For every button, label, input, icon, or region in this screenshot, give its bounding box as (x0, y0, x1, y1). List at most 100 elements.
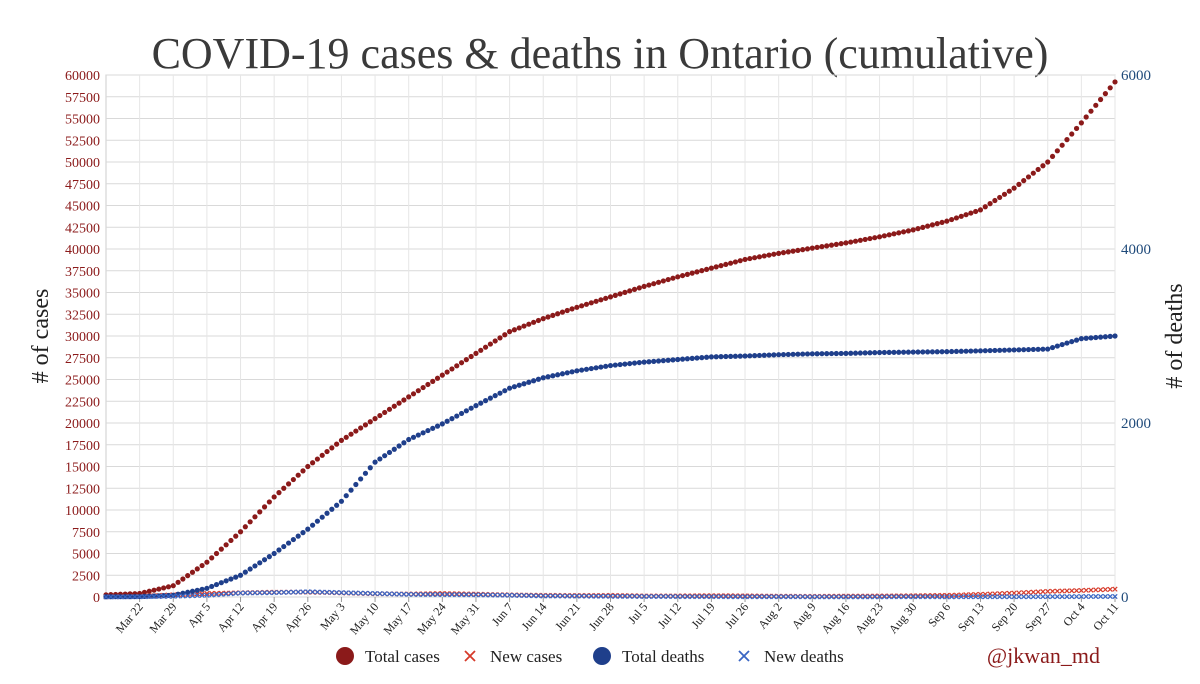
data-point (886, 594, 892, 600)
data-point (545, 374, 551, 380)
x-tick-label: Sep 27 (1022, 600, 1054, 634)
data-point (117, 594, 124, 600)
data-point (185, 573, 191, 579)
data-point (636, 593, 642, 600)
data-point (343, 590, 349, 596)
data-point (655, 593, 662, 600)
data-point (718, 593, 724, 599)
data-point (204, 559, 210, 565)
data-point (1030, 589, 1036, 595)
data-point (766, 252, 772, 258)
data-point (502, 592, 508, 598)
data-point (761, 253, 767, 259)
data-point (1102, 593, 1109, 600)
data-point (550, 593, 556, 599)
y-tick-label-right: 2000 (1121, 416, 1151, 432)
data-point (824, 243, 830, 249)
data-point (180, 593, 186, 599)
data-point (242, 524, 248, 530)
data-point (579, 593, 585, 599)
data-point (439, 591, 445, 598)
y-tick-label-left: 57500 (65, 91, 100, 106)
data-point (824, 351, 830, 357)
data-point (944, 592, 950, 598)
data-point (343, 434, 349, 440)
data-point (1083, 593, 1089, 600)
data-point (507, 329, 513, 335)
data-point (1069, 593, 1075, 600)
data-point (396, 400, 402, 406)
data-point (175, 593, 181, 599)
y-tick-label-left: 25000 (65, 374, 100, 389)
data-point (670, 357, 676, 363)
data-point (242, 590, 248, 596)
data-point (973, 594, 979, 600)
data-point (564, 307, 570, 314)
data-point (295, 472, 301, 478)
data-point (852, 350, 859, 356)
data-point (1030, 346, 1036, 353)
data-point (588, 593, 594, 599)
data-point (852, 594, 859, 600)
data-point (915, 226, 921, 232)
x-tick-label: Mar 29 (146, 600, 179, 636)
data-point (771, 251, 777, 257)
data-point (655, 279, 662, 285)
data-point (194, 587, 200, 593)
data-point (1016, 594, 1022, 600)
x-tick-label: Jul 26 (722, 600, 751, 631)
data-point (396, 443, 402, 449)
data-point (444, 590, 450, 597)
data-point (1049, 153, 1056, 160)
y-tick-label-right: 4000 (1121, 242, 1151, 258)
data-point (213, 592, 220, 598)
data-point (521, 381, 527, 387)
data-point (252, 563, 258, 569)
data-point (170, 592, 176, 598)
data-point (718, 594, 724, 600)
data-point (204, 585, 210, 591)
data-point (1107, 593, 1113, 600)
data-point (1112, 333, 1118, 339)
data-point (1016, 590, 1022, 596)
x-tick-label: Oct 4 (1060, 600, 1088, 629)
data-point (1030, 594, 1036, 600)
data-point (723, 261, 729, 268)
x-tick-label: Jun 28 (586, 600, 617, 633)
legend-label: New deaths (764, 647, 844, 666)
data-point (790, 594, 796, 600)
data-point (530, 593, 537, 599)
data-point (703, 593, 710, 599)
data-point (1078, 587, 1084, 594)
data-point (1016, 347, 1022, 353)
series (103, 79, 1118, 600)
x-tick-label: Jun 7 (489, 600, 516, 629)
y-tick-label-left: 55000 (65, 113, 100, 128)
data-point (670, 593, 676, 600)
data-point (439, 421, 445, 427)
data-point (334, 502, 340, 508)
data-point (261, 557, 268, 563)
data-point (968, 348, 974, 354)
data-point (415, 591, 421, 598)
data-point (699, 355, 705, 361)
data-point (593, 593, 599, 599)
data-point (1078, 336, 1084, 342)
data-point (199, 592, 205, 599)
data-point (487, 341, 493, 347)
data-point (329, 445, 335, 451)
data-point (180, 576, 186, 582)
x-tick-label: Aug 16 (819, 600, 853, 636)
data-point (266, 554, 272, 560)
data-point (285, 481, 292, 487)
data-point (1021, 589, 1027, 596)
data-point (1001, 594, 1008, 600)
data-point (603, 363, 609, 369)
legend-marker (336, 647, 354, 665)
data-point (679, 593, 686, 600)
legend-marker (464, 650, 476, 662)
data-point (761, 594, 767, 600)
data-point (569, 593, 575, 599)
data-point (689, 355, 695, 361)
y-tick-label-left: 35000 (65, 287, 100, 302)
